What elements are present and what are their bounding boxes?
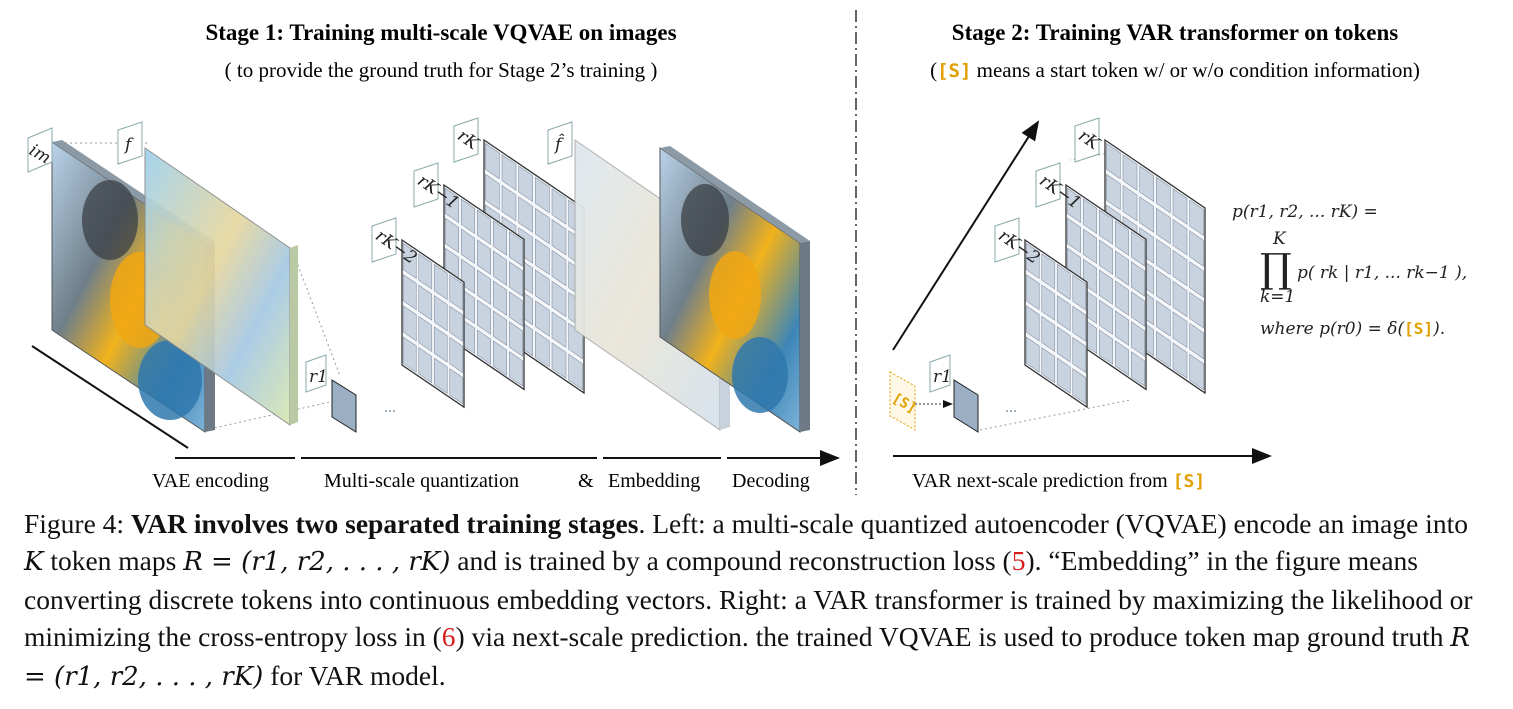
caption-text-4: ). “Embedding” in the figure means conve… — [24, 545, 1473, 652]
caption-math-R2: R = (r1, r2, . . . , rK) — [24, 623, 1470, 692]
caption-text-5: ) via next-scale prediction. the trained… — [455, 621, 1451, 652]
caption-ref-5[interactable]: 5 — [1011, 545, 1026, 576]
stage2-token-map-r1 — [953, 379, 979, 433]
likelihood-formula: p(r1, r2, ... rK) = K ∏ k=1 p( rk | r1, … — [1232, 202, 1467, 339]
svg-text:f̂: f̂ — [553, 134, 565, 155]
token-map-r1 — [331, 379, 357, 433]
figure-caption: Figure 4: VAR involves two separated tra… — [24, 505, 1494, 696]
stage1-subtitle: ( to provide the ground truth for Stage … — [225, 58, 658, 82]
stage1-title: Stage 1: Training multi-scale VQVAE on i… — [205, 20, 676, 45]
caption-text-2: token maps — [43, 545, 184, 576]
caption-math-R1: R = (r1, r2, . . . , rK) — [183, 547, 451, 577]
formula-line2: p( rk | r1, ... rk−1 ), — [1297, 263, 1467, 283]
caption-math-K: K — [24, 547, 44, 577]
caption-ref-6[interactable]: 6 — [441, 621, 456, 652]
token-map-rK-label: rK — [453, 117, 483, 163]
formula-line3: where p(r0) = δ([S]). — [1260, 319, 1445, 339]
start-token: [S] — [889, 371, 919, 431]
step-decoding: Decoding — [732, 470, 810, 492]
caption-bold: VAR involves two separated training stag… — [130, 508, 639, 539]
caption-text-1: . Left: a multi-scale quantized autoenco… — [638, 508, 1468, 539]
stage2-label-r1: r1 — [929, 354, 952, 393]
stage2-title: Stage 2: Training VAR transformer on tok… — [952, 20, 1398, 45]
label-im: im — [25, 127, 54, 173]
stage2-token-map-rK-2: rK−2 — [994, 217, 1088, 409]
formula-line1: p(r1, r2, ... rK) = — [1232, 202, 1378, 222]
stage2-token-map-rK-2-label: rK−2 — [994, 217, 1044, 269]
label-f: f — [117, 121, 143, 165]
stage2-subtitle: ([S] means a start token w/ or w/o condi… — [930, 58, 1420, 82]
formula-prod-bottom: k=1 — [1260, 287, 1295, 307]
step-multiscale-quantization: Multi-scale quantization — [324, 470, 519, 492]
step-embedding: Embedding — [608, 470, 700, 492]
step-vae-encoding: VAE encoding — [152, 470, 269, 492]
formula-prod-top: K — [1272, 229, 1287, 249]
step-ampersand: & — [578, 470, 594, 492]
svg-text:r1: r1 — [933, 367, 952, 387]
dots-stage1: ... — [384, 399, 396, 416]
dots-stage2: ... — [1005, 399, 1017, 416]
formula-prod-symbol: ∏ — [1260, 246, 1292, 292]
caption-text-3: and is trained by a compound reconstruct… — [450, 545, 1012, 576]
svg-text:r1: r1 — [309, 367, 328, 387]
stage2-bottom-label: VAR next-scale prediction from [S] — [912, 470, 1205, 492]
figure-diagram: Stage 1: Training multi-scale VQVAE on i… — [25, 10, 1467, 495]
token-map-rK-1-label: rK−1 — [413, 162, 463, 214]
label-r1: r1 — [305, 354, 328, 393]
caption-text-6: for VAR model. — [263, 660, 446, 691]
label-f-hat: f̂ — [547, 121, 573, 165]
token-map-rK-2-label: rK−2 — [371, 217, 421, 269]
stage2-token-map-rK-1-label: rK−1 — [1035, 162, 1085, 214]
stage2-token-map-rK-label: rK — [1074, 117, 1104, 163]
caption-figure-label: Figure 4: — [24, 508, 131, 539]
svg-text:f: f — [123, 135, 134, 155]
